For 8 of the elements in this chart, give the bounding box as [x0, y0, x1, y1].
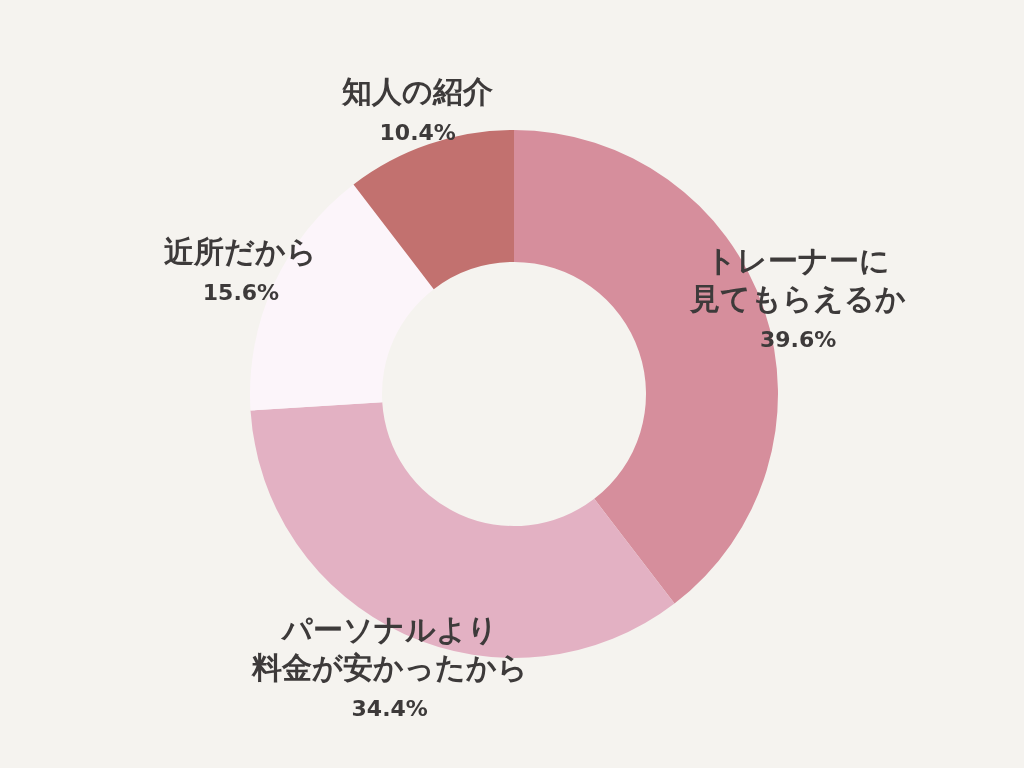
data-label: 15.6%	[202, 279, 280, 305]
slice-label: 知人の紹介	[341, 73, 494, 109]
data-label: 39.6%	[759, 326, 837, 352]
data-label: 34.4%	[351, 696, 428, 722]
data-label: 10.4%	[379, 119, 456, 145]
slice-label: トレーナーに見てもらえるか	[689, 242, 907, 316]
slice-label: 近所だから	[164, 233, 318, 269]
slice-label: パーソナルより料金が安かったから	[250, 612, 528, 686]
